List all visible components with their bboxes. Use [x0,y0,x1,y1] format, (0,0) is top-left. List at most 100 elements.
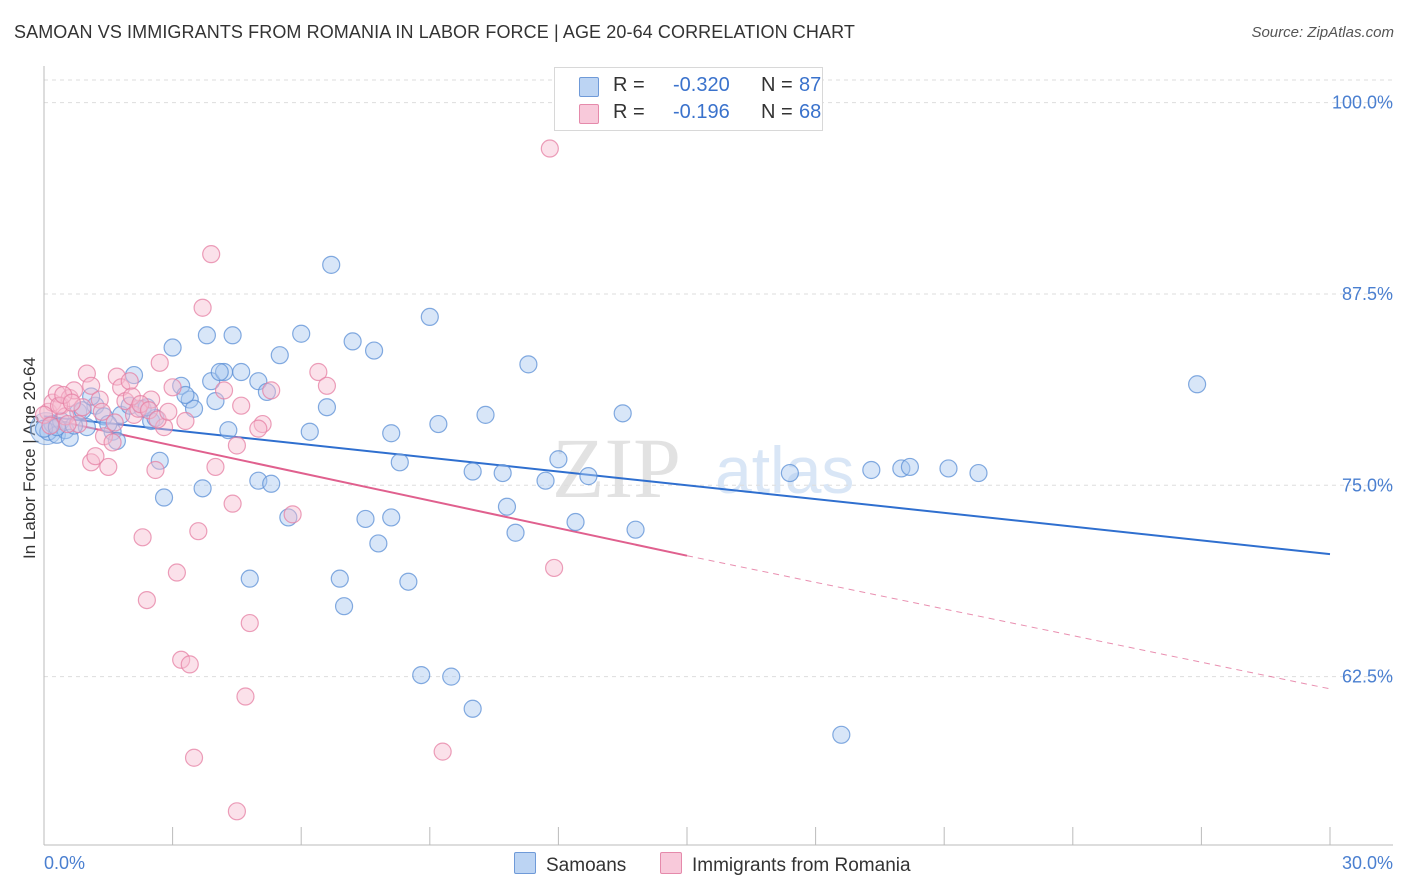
romania-point [172,650,191,669]
samoan-point [334,597,354,616]
axes [43,66,1393,846]
samoan-point [969,463,988,483]
romania-point [73,398,92,417]
romania-point [180,655,199,674]
legend-n-label: N = [761,74,793,96]
legend-item-samoans[interactable]: Samoans [514,852,626,877]
legend-r-label: R = [613,101,645,123]
samoan-point [497,497,517,516]
watermark: ZIP atlas [552,420,854,516]
samoan-point [900,457,920,477]
y-tick-label: 87.5% [1342,284,1393,304]
samoan-point [382,508,401,527]
samoan-point [613,404,632,423]
samoan-point [292,324,311,343]
romania-point [62,393,81,412]
romania-point [137,590,156,610]
samoan-point [493,463,512,483]
samoan-point [364,341,384,360]
source-credit: Source: ZipAtlas.com [1251,24,1394,41]
samoan-point [219,421,238,440]
samoan-point [382,424,401,443]
romania-point [232,396,251,415]
romania-point [34,405,54,424]
samoan-point [193,479,212,498]
romania-point [249,419,268,438]
romania-point [120,372,139,391]
samoan-point [343,332,362,351]
romania-point [193,298,212,317]
samoan-point [420,307,439,327]
samoan-point [566,512,585,532]
romania-point [146,460,165,480]
romania-point [540,139,559,158]
samoan-point [150,451,169,470]
samoan-point [232,362,251,382]
romania-point [184,748,204,767]
samoan-point [322,255,341,274]
samoan-point [262,474,281,493]
y-tick-label: 75.0% [1342,475,1393,495]
samoan-point [163,338,182,357]
samoan-point [579,467,598,486]
samoan-point [412,665,431,685]
x-tick-label: 0.0% [44,853,85,873]
legend-r-label: R = [613,74,645,96]
samoan-point [519,355,538,374]
samoan-point [390,453,409,472]
samoan-point [270,346,289,365]
samoan-point [223,326,242,345]
romania-point [309,362,328,382]
correlation-legend: R = -0.320 N = 87 R = -0.196 N = 68 [554,67,823,131]
samoan-point [240,569,259,588]
romania-point [133,528,152,547]
romania-point [317,376,337,395]
romania-point [150,353,169,372]
romania-point [167,563,186,582]
romania-point [105,413,124,432]
romania-point [223,494,242,513]
samoan-point [506,523,525,542]
romania-point [283,505,302,524]
romania-point [189,522,208,541]
samoan-point [463,462,482,481]
watermark-atlas: atlas [715,433,854,507]
blue-swatch [579,77,599,97]
samoan-point [210,362,229,382]
romania-point [214,381,234,400]
legend-item-romania[interactable]: Immigrants from Romania [660,852,911,877]
romania-point [69,414,88,434]
romania-point [92,402,111,421]
romania-point [176,411,195,431]
legend-label-romania: Immigrants from Romania [692,855,911,876]
samoan-point [154,488,174,507]
romania-point [82,376,101,395]
legend-n-value: 68 [799,101,822,123]
samoan-point [476,405,495,424]
samoan-point [399,572,418,591]
samoan-trend-line [43,415,1331,556]
romania-point [545,558,564,578]
romania-point [86,447,105,466]
samoan-point [429,414,448,434]
samoan-point [536,471,555,490]
samoan-point [463,699,482,718]
trend-lines [43,415,1331,690]
romania-point [202,245,221,264]
samoan-point [549,450,568,469]
y-tick-label: 62.5% [1342,667,1393,687]
x-tick-label: 30.0% [1342,853,1393,873]
romania-point [236,687,255,706]
legend-label-samoans: Samoans [546,855,627,876]
romania-point [163,378,182,397]
romania-trend-extension [686,555,1331,690]
romania-point [41,416,60,435]
romania-point [433,742,452,761]
romania-point [227,802,246,821]
romania-point [103,433,122,452]
samoan-point [197,326,216,345]
romania-point [262,381,281,400]
legend-n-value: 87 [799,74,822,96]
romania-point [58,414,77,434]
